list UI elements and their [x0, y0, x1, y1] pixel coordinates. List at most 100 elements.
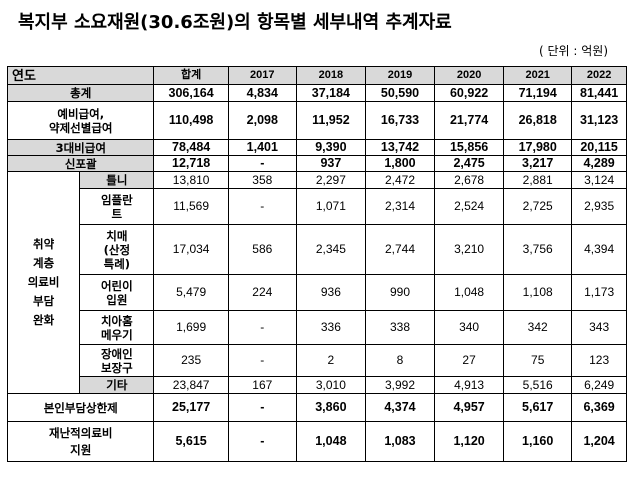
- cell: 586: [227, 224, 297, 275]
- row-label: 임플란 트: [79, 188, 155, 225]
- header-total: 합계: [153, 66, 229, 85]
- cell: 2,098: [227, 101, 297, 140]
- cell: 6,369: [571, 393, 627, 422]
- row-new-coverage: 신포괄 12,718 - 937 1,800 2,475 3,217 4,289: [6, 155, 627, 172]
- cell: 78,484: [153, 139, 229, 156]
- cell: 3,992: [364, 376, 436, 394]
- row-dental-sealant: 치아홈 메우기 1,699 - 336 338 340 342 343: [8, 310, 627, 345]
- cell: 27: [434, 344, 505, 377]
- row-denture: 취약 계층 의료비 부담 완화 틀니 13,810 358 2,297 2,47…: [6, 171, 627, 394]
- cell: 1,083: [364, 421, 436, 462]
- cell: 3,210: [434, 224, 505, 275]
- header-row: 연도 합계 2017 2018 2019 2020 2021 2022: [6, 66, 627, 85]
- row-total: 총계 306,164 4,834 37,184 50,590 60,922 71…: [6, 84, 627, 102]
- cell: 1,108: [503, 274, 573, 311]
- row-implant: 임플란 트 11,569 - 1,071 2,314 2,524 2,725 2…: [8, 188, 627, 225]
- cell: 13,742: [364, 139, 436, 156]
- cell: 16,733: [364, 101, 436, 140]
- row-label: 예비급여, 약제선별급여: [6, 101, 155, 140]
- cell: 5,615: [153, 421, 229, 462]
- cell: 71,194: [503, 84, 573, 102]
- cell: 2,725: [503, 188, 573, 225]
- cell: 6,249: [571, 376, 627, 394]
- cell: 2,881: [503, 171, 573, 189]
- cell: 20,115: [571, 139, 627, 156]
- cell: 110,498: [153, 101, 229, 140]
- row-dementia: 치매 (산정 특례) 17,034 586 2,345 2,744 3,210 …: [8, 224, 627, 275]
- cell: 8: [364, 344, 436, 377]
- row-label: 어린이 입원: [79, 274, 155, 311]
- row-label: 기타: [79, 376, 155, 394]
- cell: 1,120: [434, 421, 505, 462]
- cell: 75: [503, 344, 573, 377]
- cell: 306,164: [153, 84, 229, 102]
- row-label: 3대비급여: [6, 139, 155, 156]
- cell: 23,847: [153, 376, 229, 394]
- cell: 11,569: [153, 188, 229, 225]
- cell: 2,935: [571, 188, 627, 225]
- cell: 167: [227, 376, 297, 394]
- cell: 2,524: [434, 188, 505, 225]
- row-reserve: 예비급여, 약제선별급여 110,498 2,098 11,952 16,733…: [6, 101, 627, 140]
- cell: 358: [227, 171, 297, 189]
- row-label: 본인부담상한제: [6, 393, 155, 422]
- header-2018: 2018: [295, 66, 366, 85]
- cell: 15,856: [434, 139, 505, 156]
- cell: 2,744: [364, 224, 436, 275]
- row-disability-aid: 장애인 보장구 235 - 2 8 27 75 123: [8, 344, 627, 377]
- cell: 3,217: [503, 155, 573, 172]
- cell: 3,860: [295, 393, 366, 422]
- page-title: 복지부 소요재원(30.6조원)의 항목별 세부내역 추계자료: [18, 12, 452, 33]
- row-copay-cap: 본인부담상한제 25,177 - 3,860 4,374 4,957 5,617…: [6, 393, 627, 422]
- header-2020: 2020: [434, 66, 505, 85]
- cell: 5,479: [153, 274, 229, 311]
- cell: 2,314: [364, 188, 436, 225]
- cell: -: [227, 393, 297, 422]
- cell: 1,071: [295, 188, 366, 225]
- cell: 4,834: [227, 84, 297, 102]
- cell: 338: [364, 310, 436, 345]
- row-label: 재난적의료비 지원: [6, 421, 155, 462]
- cell: 50,590: [364, 84, 436, 102]
- row-three-uninsured: 3대비급여 78,484 1,401 9,390 13,742 15,856 1…: [6, 139, 627, 156]
- cell: 990: [364, 274, 436, 311]
- budget-table: 연도 합계 2017 2018 2019 2020 2021 2022 총계 3…: [6, 66, 627, 462]
- row-label: 틀니: [79, 171, 155, 189]
- cell: 2,678: [434, 171, 505, 189]
- cell: 937: [295, 155, 366, 172]
- cell: 12,718: [153, 155, 229, 172]
- cell: 5,516: [503, 376, 573, 394]
- cell: 4,374: [364, 393, 436, 422]
- header-year: 연도: [6, 66, 155, 85]
- cell: 2,345: [295, 224, 366, 275]
- cell: 235: [153, 344, 229, 377]
- header-2017: 2017: [227, 66, 297, 85]
- cell: 342: [503, 310, 573, 345]
- cell: 3,124: [571, 171, 627, 189]
- row-label: 치아홈 메우기: [79, 310, 155, 345]
- row-label: 총계: [6, 84, 155, 102]
- cell: 13,810: [153, 171, 229, 189]
- cell: 2,297: [295, 171, 366, 189]
- cell: 2: [295, 344, 366, 377]
- cell: 340: [434, 310, 505, 345]
- header-2021: 2021: [503, 66, 573, 85]
- cell: -: [227, 155, 297, 172]
- cell: 1,204: [571, 421, 627, 462]
- cell: -: [227, 344, 297, 377]
- cell: 4,957: [434, 393, 505, 422]
- row-label: 치매 (산정 특례): [79, 224, 155, 275]
- cell: 1,048: [295, 421, 366, 462]
- cell: 4,289: [571, 155, 627, 172]
- cell: -: [227, 188, 297, 225]
- cell: 1,401: [227, 139, 297, 156]
- cell: 2,472: [364, 171, 436, 189]
- cell: 343: [571, 310, 627, 345]
- cell: 26,818: [503, 101, 573, 140]
- cell: 1,048: [434, 274, 505, 311]
- header-2022: 2022: [571, 66, 627, 85]
- cell: 21,774: [434, 101, 505, 140]
- cell: 123: [571, 344, 627, 377]
- cell: -: [227, 310, 297, 345]
- cell: 2,475: [434, 155, 505, 172]
